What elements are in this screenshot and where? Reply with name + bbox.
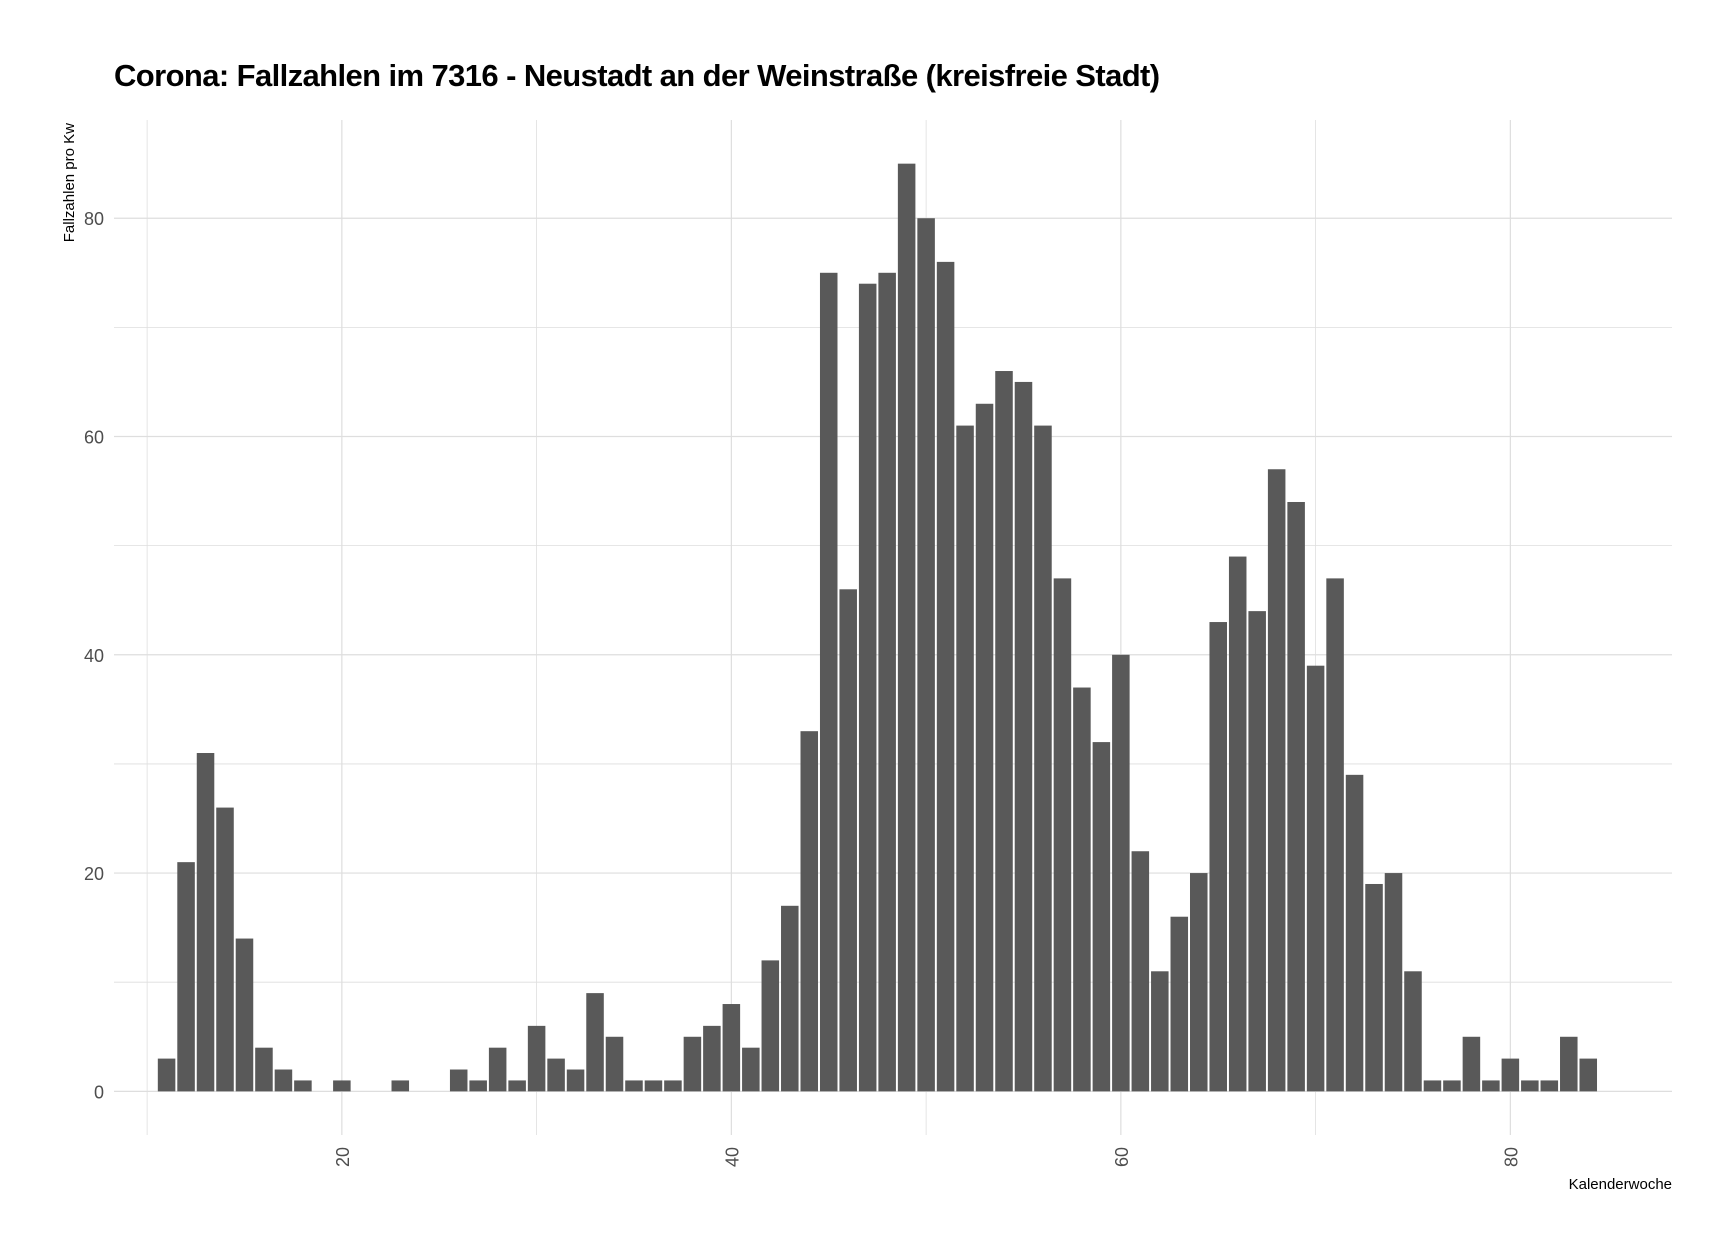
- bar: [1151, 971, 1169, 1092]
- bar: [1287, 501, 1305, 1092]
- bar: [216, 807, 234, 1092]
- bar: [975, 403, 994, 1092]
- bar: [1462, 1036, 1481, 1092]
- bar: [1189, 873, 1208, 1092]
- bar: [703, 1025, 721, 1092]
- bar: [566, 1069, 585, 1092]
- bar: [1579, 1058, 1598, 1092]
- x-tick-label: 20: [333, 1147, 353, 1167]
- bar: [664, 1080, 682, 1092]
- x-tick-label: 60: [1112, 1147, 1132, 1167]
- x-tick-label: 40: [722, 1147, 742, 1167]
- bar: [449, 1069, 468, 1092]
- bar: [1365, 883, 1383, 1092]
- y-tick-label: 80: [84, 209, 104, 229]
- bar: [644, 1080, 663, 1092]
- bar: [1482, 1080, 1500, 1092]
- x-axis-title: Kalenderwoche: [1569, 1176, 1672, 1193]
- bar: [1306, 665, 1325, 1092]
- bar: [255, 1047, 273, 1092]
- bar: [1170, 916, 1189, 1092]
- bar: [1423, 1080, 1442, 1092]
- bar: [1131, 851, 1150, 1092]
- bar: [722, 1004, 741, 1092]
- y-tick-label: 40: [84, 646, 104, 666]
- bar: [781, 905, 799, 1092]
- bar: [936, 261, 955, 1092]
- bar: [1501, 1058, 1520, 1092]
- bar: [177, 862, 195, 1092]
- bar: [956, 425, 974, 1092]
- bar: [274, 1069, 293, 1092]
- bar: [1267, 469, 1286, 1092]
- bar: [1345, 774, 1364, 1092]
- bar: [858, 283, 877, 1092]
- x-tick-label: 80: [1501, 1147, 1521, 1167]
- bar: [586, 993, 604, 1092]
- bar: [1560, 1036, 1578, 1092]
- bar: [469, 1080, 487, 1092]
- y-tick-label: 0: [94, 1082, 104, 1102]
- bar: [625, 1080, 643, 1092]
- bar: [235, 938, 254, 1092]
- y-tick-label: 60: [84, 428, 104, 448]
- y-axis-ticks: 0 20 40 60 80: [84, 209, 104, 1102]
- bar: [1073, 687, 1091, 1092]
- bar: [1209, 622, 1227, 1092]
- bar: [1014, 381, 1033, 1092]
- bar: [1540, 1080, 1559, 1092]
- bar: [508, 1080, 526, 1092]
- bar: [1443, 1080, 1461, 1092]
- bar: [157, 1058, 176, 1092]
- chart-title: Corona: Fallzahlen im 7316 - Neustadt an…: [114, 58, 1160, 93]
- bar: [1384, 873, 1403, 1092]
- bar: [819, 272, 838, 1092]
- bar: [917, 218, 935, 1092]
- bar: [800, 731, 819, 1092]
- y-axis-title: Fallzahlen pro Kw: [61, 123, 78, 242]
- bar: [333, 1080, 351, 1092]
- bar: [683, 1036, 702, 1092]
- bar: [878, 272, 896, 1092]
- bar: [995, 371, 1013, 1092]
- bar: [196, 753, 215, 1092]
- bar: [1248, 611, 1266, 1092]
- bar: [488, 1047, 507, 1092]
- bars: [157, 163, 1598, 1092]
- bar: [1228, 556, 1247, 1092]
- bar: [1092, 742, 1111, 1092]
- bar: [1112, 654, 1130, 1092]
- x-axis-ticks: 20 40 60 80: [333, 1147, 1522, 1167]
- bar: [761, 960, 780, 1092]
- bar: [1053, 578, 1072, 1092]
- bar: [547, 1058, 565, 1092]
- y-tick-label: 20: [84, 864, 104, 884]
- bar: [1404, 971, 1422, 1092]
- bar: [839, 589, 857, 1092]
- bar: [605, 1036, 624, 1092]
- bar: [1326, 578, 1344, 1092]
- bar: [742, 1047, 760, 1092]
- bar: [1521, 1080, 1539, 1092]
- bar: [1034, 425, 1052, 1092]
- bar: [527, 1025, 546, 1092]
- bar: [391, 1080, 410, 1092]
- bar: [897, 163, 916, 1092]
- bar: [294, 1080, 312, 1092]
